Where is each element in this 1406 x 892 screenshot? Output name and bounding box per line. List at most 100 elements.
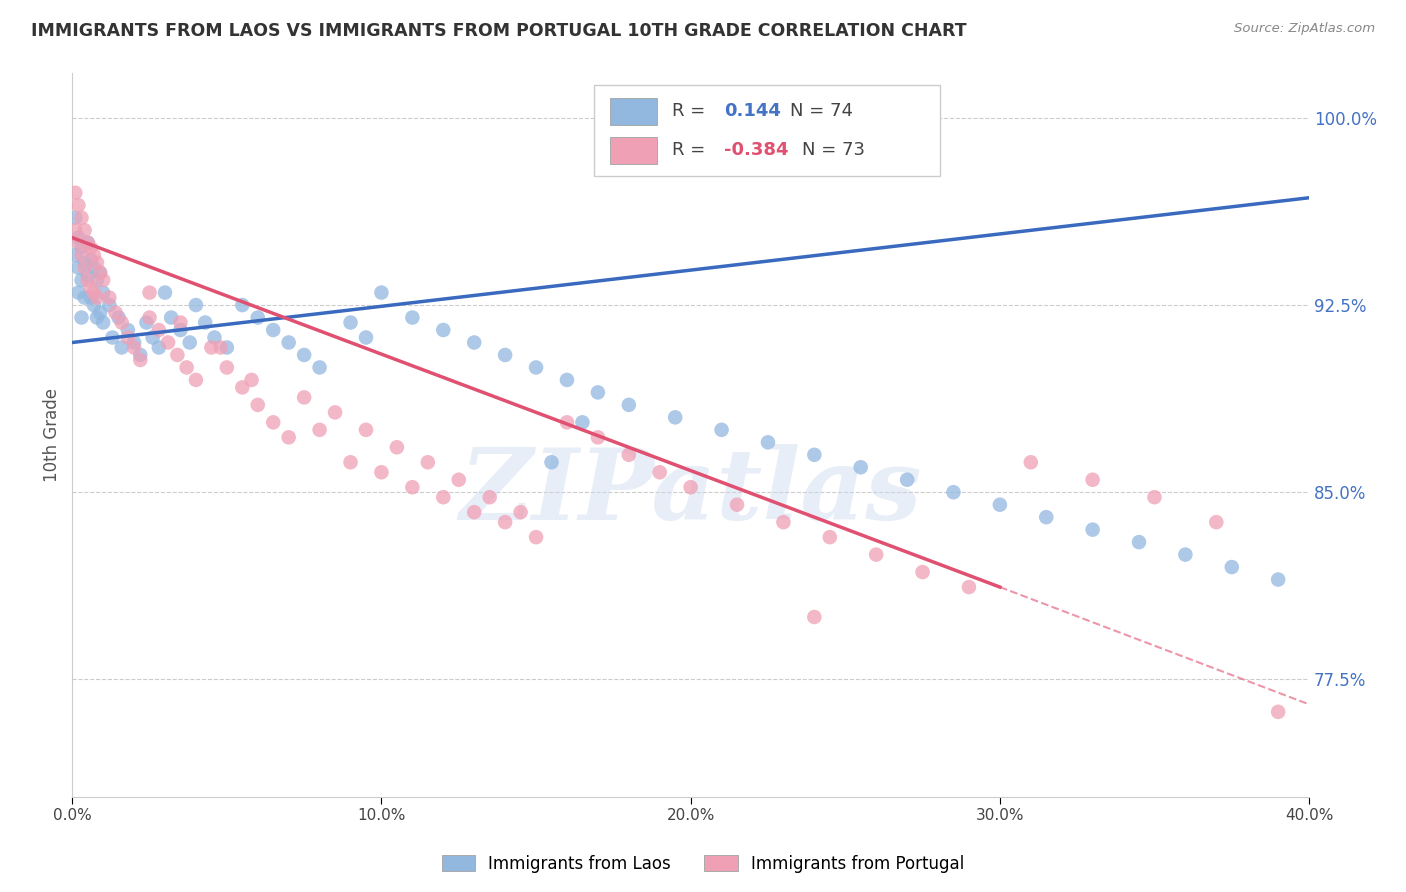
Point — [215, 360, 238, 375]
Point — [91, 316, 114, 330]
Point — [803, 610, 825, 624]
Point — [184, 373, 207, 387]
Legend: Immigrants from Laos, Immigrants from Portugal: Immigrants from Laos, Immigrants from Po… — [434, 848, 972, 880]
Point — [111, 316, 134, 330]
Point — [98, 291, 121, 305]
Point — [107, 310, 129, 325]
Point — [169, 316, 191, 330]
Point — [184, 298, 207, 312]
Point — [73, 255, 96, 269]
Point — [67, 230, 90, 244]
Point — [70, 241, 93, 255]
Text: IMMIGRANTS FROM LAOS VS IMMIGRANTS FROM PORTUGAL 10TH GRADE CORRELATION CHART: IMMIGRANTS FROM LAOS VS IMMIGRANTS FROM … — [31, 22, 966, 40]
Point — [89, 266, 111, 280]
Point — [65, 211, 87, 225]
Point — [246, 310, 269, 325]
Point — [129, 348, 152, 362]
Point — [148, 341, 170, 355]
Point — [65, 186, 87, 200]
Text: ZIPatlas: ZIPatlas — [460, 444, 922, 541]
Point — [76, 268, 98, 282]
Point — [432, 490, 454, 504]
Point — [354, 423, 377, 437]
Point — [169, 323, 191, 337]
Point — [111, 341, 134, 355]
Point — [957, 580, 980, 594]
Point — [911, 565, 934, 579]
Point — [83, 285, 105, 300]
Point — [98, 298, 121, 312]
Point — [617, 448, 640, 462]
Point — [231, 298, 253, 312]
Text: Source: ZipAtlas.com: Source: ZipAtlas.com — [1234, 22, 1375, 36]
Point — [86, 291, 108, 305]
Point — [664, 410, 686, 425]
Point — [67, 285, 90, 300]
Point — [772, 515, 794, 529]
Point — [67, 198, 90, 212]
Point — [80, 291, 103, 305]
Point — [80, 280, 103, 294]
Point — [122, 341, 145, 355]
Point — [555, 373, 578, 387]
Point — [1267, 705, 1289, 719]
Point — [138, 310, 160, 325]
Point — [292, 391, 315, 405]
Point — [385, 440, 408, 454]
Point — [401, 310, 423, 325]
Point — [1267, 573, 1289, 587]
Point — [262, 415, 284, 429]
Point — [1035, 510, 1057, 524]
Point — [339, 455, 361, 469]
Point — [586, 430, 609, 444]
Point — [1143, 490, 1166, 504]
FancyBboxPatch shape — [595, 86, 941, 176]
Point — [117, 330, 139, 344]
Point — [354, 330, 377, 344]
Point — [73, 291, 96, 305]
Text: N = 74: N = 74 — [790, 103, 852, 120]
Point — [86, 255, 108, 269]
Point — [509, 505, 531, 519]
Point — [101, 330, 124, 344]
Point — [463, 335, 485, 350]
Point — [1174, 548, 1197, 562]
Point — [308, 360, 330, 375]
Text: R =: R = — [672, 103, 706, 120]
Point — [204, 330, 226, 344]
Point — [478, 490, 501, 504]
Point — [89, 305, 111, 319]
Point — [1081, 473, 1104, 487]
Point — [153, 285, 176, 300]
Text: -0.384: -0.384 — [724, 142, 789, 160]
Point — [83, 260, 105, 275]
FancyBboxPatch shape — [610, 97, 657, 125]
Point — [83, 248, 105, 262]
Point — [447, 473, 470, 487]
Point — [70, 310, 93, 325]
Point — [65, 223, 87, 237]
Point — [710, 423, 733, 437]
Point — [122, 335, 145, 350]
Point — [157, 335, 180, 350]
Point — [555, 415, 578, 429]
Point — [277, 430, 299, 444]
Point — [277, 335, 299, 350]
Point — [494, 515, 516, 529]
Point — [76, 235, 98, 250]
Point — [323, 405, 346, 419]
Point — [166, 348, 188, 362]
Point — [240, 373, 263, 387]
Point — [571, 415, 593, 429]
Point — [617, 398, 640, 412]
Point — [849, 460, 872, 475]
Point — [176, 360, 198, 375]
Point — [80, 253, 103, 268]
Point — [416, 455, 439, 469]
Point — [67, 260, 90, 275]
Point — [401, 480, 423, 494]
Point — [524, 530, 547, 544]
Point — [370, 465, 392, 479]
Point — [803, 448, 825, 462]
Point — [818, 530, 841, 544]
